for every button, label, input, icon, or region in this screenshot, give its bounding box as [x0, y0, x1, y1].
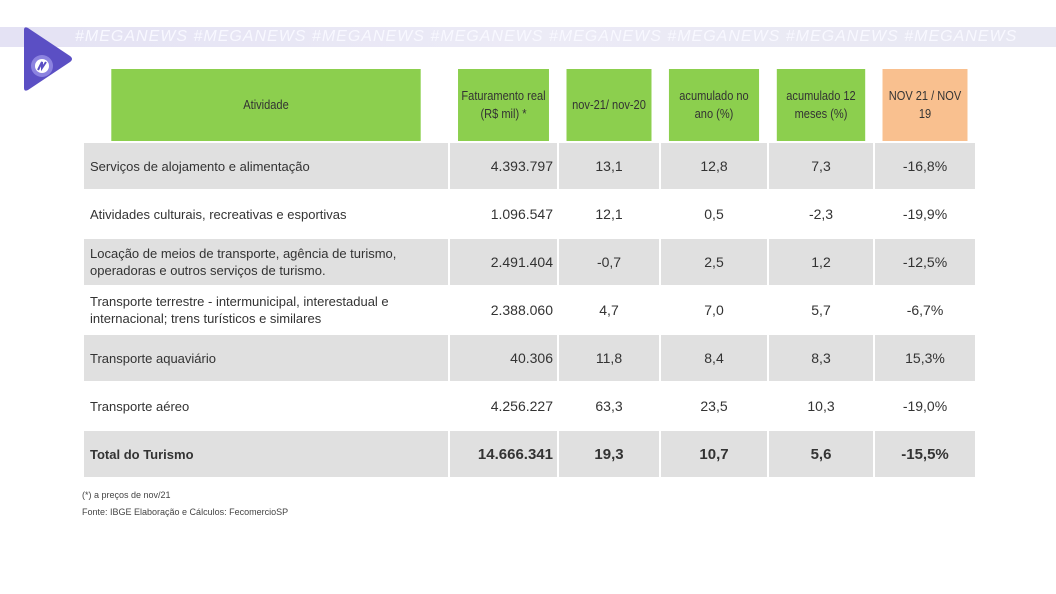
cell-faturamento: 4.393.797 [450, 143, 557, 189]
header-nov21-nov20: nov-21/ nov-20 [566, 69, 652, 141]
footnote: (*) a preços de nov/21 [82, 490, 171, 500]
cell-acumulado-ano: 7,0 [661, 287, 767, 333]
cell-activity: Atividades culturais, recreativas e espo… [84, 191, 448, 237]
table-row: Serviços de alojamento e alimentação 4.39… [84, 143, 975, 189]
cell-faturamento: 2.491.404 [450, 239, 557, 285]
cell-nov21-nov20: -0,7 [559, 239, 659, 285]
cell-acumulado-ano: 12,8 [661, 143, 767, 189]
cell-nov21-nov20: 63,3 [559, 383, 659, 429]
cell-activity: Transporte aquaviário [84, 335, 448, 381]
cell-activity: Serviços de alojamento e alimentação [84, 143, 448, 189]
cell-nov21-nov19: -15,5% [875, 431, 975, 477]
table-row: Atividades culturais, recreativas e espo… [84, 191, 975, 237]
cell-acumulado-12m: 7,3 [769, 143, 873, 189]
cell-acumulado-ano: 0,5 [661, 191, 767, 237]
cell-nov21-nov20: 4,7 [559, 287, 659, 333]
header-atividade: Atividade [111, 69, 421, 141]
cell-acumulado-12m: 1,2 [769, 239, 873, 285]
cell-acumulado-ano: 10,7 [661, 431, 767, 477]
cell-acumulado-ano: 2,5 [661, 239, 767, 285]
table-row: Transporte aquaviário 40.306 11,8 8,4 8,3 15,… [84, 335, 975, 381]
table-notes: (*) a preços de nov/21 Fonte: IBGE Elabo… [82, 487, 288, 521]
cell-activity: Transporte aéreo [84, 383, 448, 429]
table-row: Locação de meios de transporte, agência … [84, 239, 975, 285]
header-faturamento: Faturamento real (R$ mil) * [458, 69, 549, 141]
cell-activity: Locação de meios de transporte, agência … [84, 239, 448, 285]
cell-activity: Total do Turismo [84, 431, 448, 477]
watermark-banner: #MEGANEWS #MEGANEWS #MEGANEWS #MEGANEWS … [0, 27, 1056, 47]
tourism-revenue-table: Atividade Faturamento real (R$ mil) * no… [82, 67, 977, 479]
cell-nov21-nov20: 13,1 [559, 143, 659, 189]
cell-nov21-nov20: 12,1 [559, 191, 659, 237]
cell-faturamento: 4.256.227 [450, 383, 557, 429]
cell-acumulado-ano: 23,5 [661, 383, 767, 429]
cell-nov21-nov19: -16,8% [875, 143, 975, 189]
meganews-logo-icon [24, 27, 72, 91]
cell-acumulado-ano: 8,4 [661, 335, 767, 381]
cell-faturamento: 2.388.060 [450, 287, 557, 333]
cell-faturamento: 1.096.547 [450, 191, 557, 237]
cell-activity: Transporte terrestre - intermunicipal, i… [84, 287, 448, 333]
cell-faturamento: 40.306 [450, 335, 557, 381]
cell-nov21-nov19: -19,9% [875, 191, 975, 237]
cell-nov21-nov19: -19,0% [875, 383, 975, 429]
header-acumulado-ano: acumulado no ano (%) [668, 69, 760, 141]
cell-nov21-nov19: -12,5% [875, 239, 975, 285]
source-note: Fonte: IBGE Elaboração e Cálculos: Fecom… [82, 507, 289, 517]
header-nov21-nov19: NOV 21 / NOV 19 [882, 69, 968, 141]
cell-faturamento: 14.666.341 [450, 431, 557, 477]
cell-acumulado-12m: 5,7 [769, 287, 873, 333]
cell-nov21-nov20: 11,8 [559, 335, 659, 381]
header-acumulado-12m: acumulado 12 meses (%) [776, 69, 866, 141]
cell-acumulado-12m: 8,3 [769, 335, 873, 381]
total-row: Total do Turismo 14.666.341 19,3 10,7 5,6 -15… [84, 431, 975, 477]
table-row: Transporte terrestre - intermunicipal, i… [84, 287, 975, 333]
header-row: Atividade Faturamento real (R$ mil) * no… [84, 69, 975, 141]
table-row: Transporte aéreo 4.256.227 63,3 23,5 10,3 -19… [84, 383, 975, 429]
cell-nov21-nov19: -6,7% [875, 287, 975, 333]
cell-acumulado-12m: 5,6 [769, 431, 873, 477]
cell-acumulado-12m: -2,3 [769, 191, 873, 237]
cell-nov21-nov19: 15,3% [875, 335, 975, 381]
cell-nov21-nov20: 19,3 [559, 431, 659, 477]
cell-acumulado-12m: 10,3 [769, 383, 873, 429]
